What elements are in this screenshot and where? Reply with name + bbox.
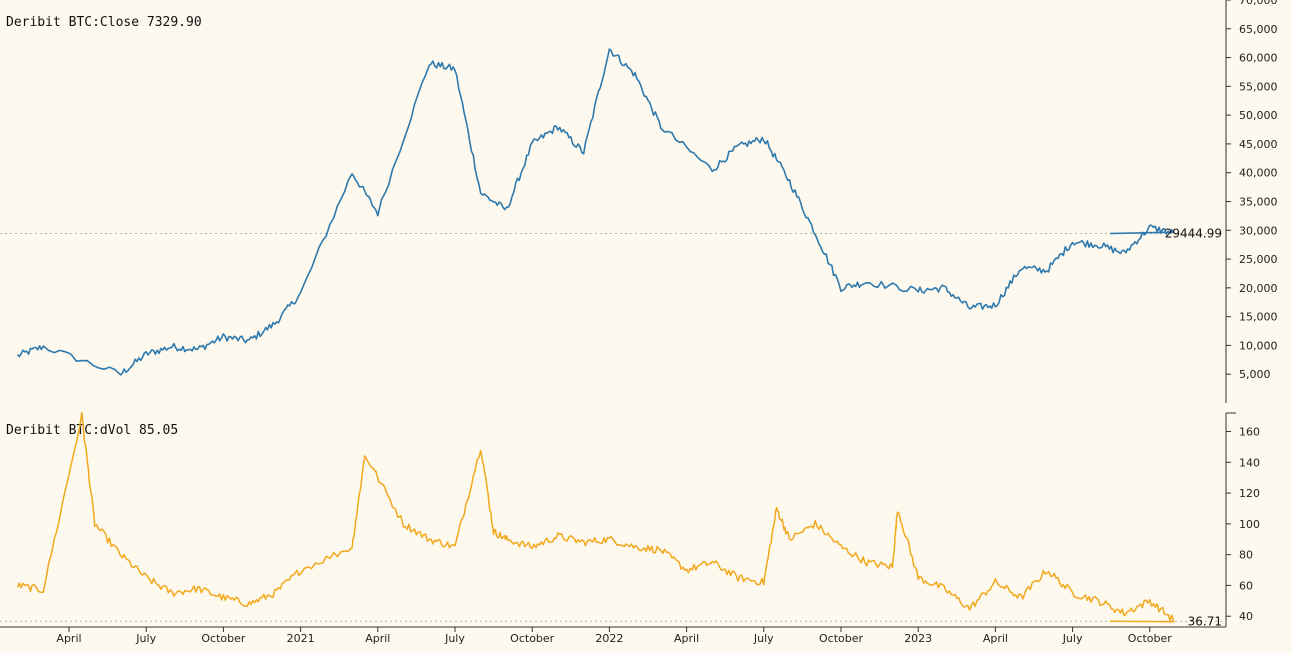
y-tick-label: 140	[1239, 456, 1260, 469]
x-tick-label: July	[753, 632, 774, 645]
btc-dvol-y-ticks: 40 60 80 100 120 140 160	[1226, 425, 1260, 623]
y-tick-label: 35,000	[1239, 196, 1278, 209]
x-tick-label: July	[1062, 632, 1083, 645]
y-tick-label: 5,000	[1239, 368, 1271, 381]
x-axis-ticks: April July October 2021 April July October 2022…	[56, 627, 1172, 645]
x-tick-label: October	[1128, 632, 1172, 645]
y-tick-label: 20,000	[1239, 282, 1278, 295]
y-tick-label: 65,000	[1239, 23, 1278, 36]
y-tick-label: 25,000	[1239, 253, 1278, 266]
x-tick-label: July	[444, 632, 465, 645]
btc-close-y-ticks: 5,000 10,000 15,000 20,000 25,000 30,000 35,00…	[1226, 0, 1278, 381]
y-tick-label: 160	[1239, 425, 1260, 438]
x-tick-label: October	[201, 632, 245, 645]
y-tick-label: 45,000	[1239, 138, 1278, 151]
y-tick-label: 60	[1239, 579, 1253, 592]
y-tick-label: 55,000	[1239, 80, 1278, 93]
y-tick-label: 10,000	[1239, 339, 1278, 352]
btc-dvol-pane: Deribit BTC:dVol 85.05 40 60 80 100 120 140 16…	[0, 412, 1260, 628]
y-tick-label: 100	[1239, 518, 1260, 531]
y-tick-label: 70,000	[1239, 0, 1278, 7]
btc-dvol-series-line	[16, 412, 1175, 623]
btc-close-title: Deribit BTC:Close 7329.90	[6, 15, 202, 30]
btc-dvol-title: Deribit BTC:dVol 85.05	[6, 423, 178, 438]
y-tick-label: 40,000	[1239, 167, 1278, 180]
btc-dvol-last-value-label: 36.71	[1188, 614, 1222, 628]
y-tick-label: 40	[1239, 610, 1253, 623]
x-tick-label: 2022	[595, 632, 623, 645]
x-tick-label: October	[510, 632, 554, 645]
y-tick-label: 15,000	[1239, 311, 1278, 324]
x-tick-label: October	[819, 632, 863, 645]
y-tick-label: 120	[1239, 487, 1260, 500]
x-tick-label: April	[983, 632, 1008, 645]
y-tick-label: 30,000	[1239, 224, 1278, 237]
btc-close-pane: Deribit BTC:Close 7329.90 5,000 10,000 15,…	[0, 0, 1278, 403]
x-tick-label: 2021	[287, 632, 315, 645]
time-x-axis: April July October 2021 April July October 2022…	[0, 626, 1226, 645]
y-tick-label: 80	[1239, 549, 1253, 562]
btc-close-series-line	[16, 48, 1175, 376]
x-tick-label: April	[674, 632, 699, 645]
x-tick-label: July	[135, 632, 156, 645]
x-tick-label: April	[365, 632, 390, 645]
y-tick-label: 60,000	[1239, 52, 1278, 65]
y-tick-label: 50,000	[1239, 109, 1278, 122]
x-tick-label: April	[56, 632, 81, 645]
btc-close-last-value-label: 29444.99	[1165, 226, 1222, 240]
x-tick-label: 2023	[904, 632, 932, 645]
